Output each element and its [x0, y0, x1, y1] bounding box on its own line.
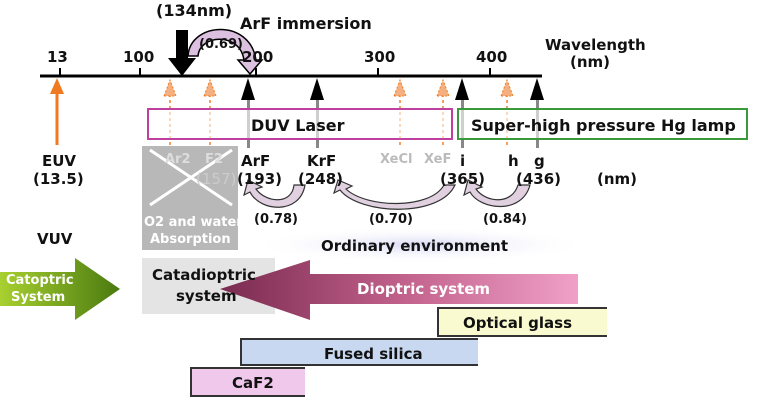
source-xecl: XeCl	[380, 152, 413, 167]
hg-lamp-box: Super-high pressure Hg lamp	[457, 108, 748, 140]
absorption-line1: O2 and water	[144, 215, 243, 230]
tick-13: 13	[47, 48, 68, 66]
catadioptric-line1: Catadioptric	[152, 266, 256, 284]
caf2-label: CaF2	[232, 374, 274, 392]
source-g-value: (436)	[516, 170, 562, 188]
ratio-i-g: (0.84)	[483, 212, 527, 227]
vuv-label: VUV	[37, 230, 73, 248]
duv-laser-box: DUV Laser	[147, 108, 453, 140]
fused-silica-label: Fused silica	[324, 345, 423, 363]
134nm-label: (134nm)	[156, 1, 233, 20]
dioptric-arrow	[220, 260, 578, 320]
unit-label: (nm)	[597, 170, 638, 188]
absorption-line2: Absorption	[150, 232, 231, 247]
immersion-ratio: (0.69)	[199, 37, 243, 52]
ambient-glow	[250, 227, 590, 263]
optical-glass-bar: Optical glass	[437, 307, 607, 337]
ratio-arf-krf: (0.78)	[254, 212, 298, 227]
axis-unit: (nm)	[570, 53, 611, 71]
f2-value: (157)	[196, 170, 237, 188]
immersion-arc-arrow	[187, 28, 264, 76]
tick-400: 400	[476, 48, 508, 66]
source-i: i	[460, 152, 466, 170]
source-g: g	[534, 152, 545, 170]
ratio-krf-i: (0.70)	[369, 212, 413, 227]
euv-label: EUV	[42, 152, 77, 170]
tick-100: 100	[123, 48, 155, 66]
f2-label: F2	[205, 152, 223, 167]
fused-silica-bar: Fused silica	[240, 338, 478, 366]
source-h: h	[508, 152, 519, 170]
catadioptric-line2: system	[176, 287, 237, 305]
hg-lamp-label: Super-high pressure Hg lamp	[471, 116, 736, 135]
134nm-arrow	[168, 30, 196, 76]
optical-glass-label: Optical glass	[463, 314, 573, 332]
dioptric-label: Dioptric system	[357, 280, 491, 298]
catoptric-line2: System	[11, 290, 66, 305]
tick-300: 300	[364, 48, 396, 66]
euv-value: (13.5)	[33, 170, 84, 188]
tick-200: 200	[242, 48, 274, 66]
source-krf: KrF	[307, 152, 337, 170]
ratio-arcs	[243, 179, 531, 210]
source-krf-value: (248)	[298, 170, 344, 188]
duv-laser-label: DUV Laser	[251, 116, 345, 135]
source-xef: XeF	[424, 152, 452, 167]
catoptric-line1: Catoptric	[6, 273, 74, 288]
axis-title: Wavelength	[545, 36, 646, 54]
axis-ticks	[59, 68, 491, 76]
source-arf-value: (193)	[237, 170, 283, 188]
catoptric-arrow	[0, 258, 120, 320]
source-arf: ArF	[241, 152, 271, 170]
caf2-bar: CaF2	[190, 367, 305, 397]
source-i-value: (365)	[440, 170, 486, 188]
arf-immersion-label: ArF immersion	[240, 14, 372, 33]
ar2-label: Ar2	[165, 152, 191, 167]
ordinary-environment-label: Ordinary environment	[321, 237, 509, 255]
